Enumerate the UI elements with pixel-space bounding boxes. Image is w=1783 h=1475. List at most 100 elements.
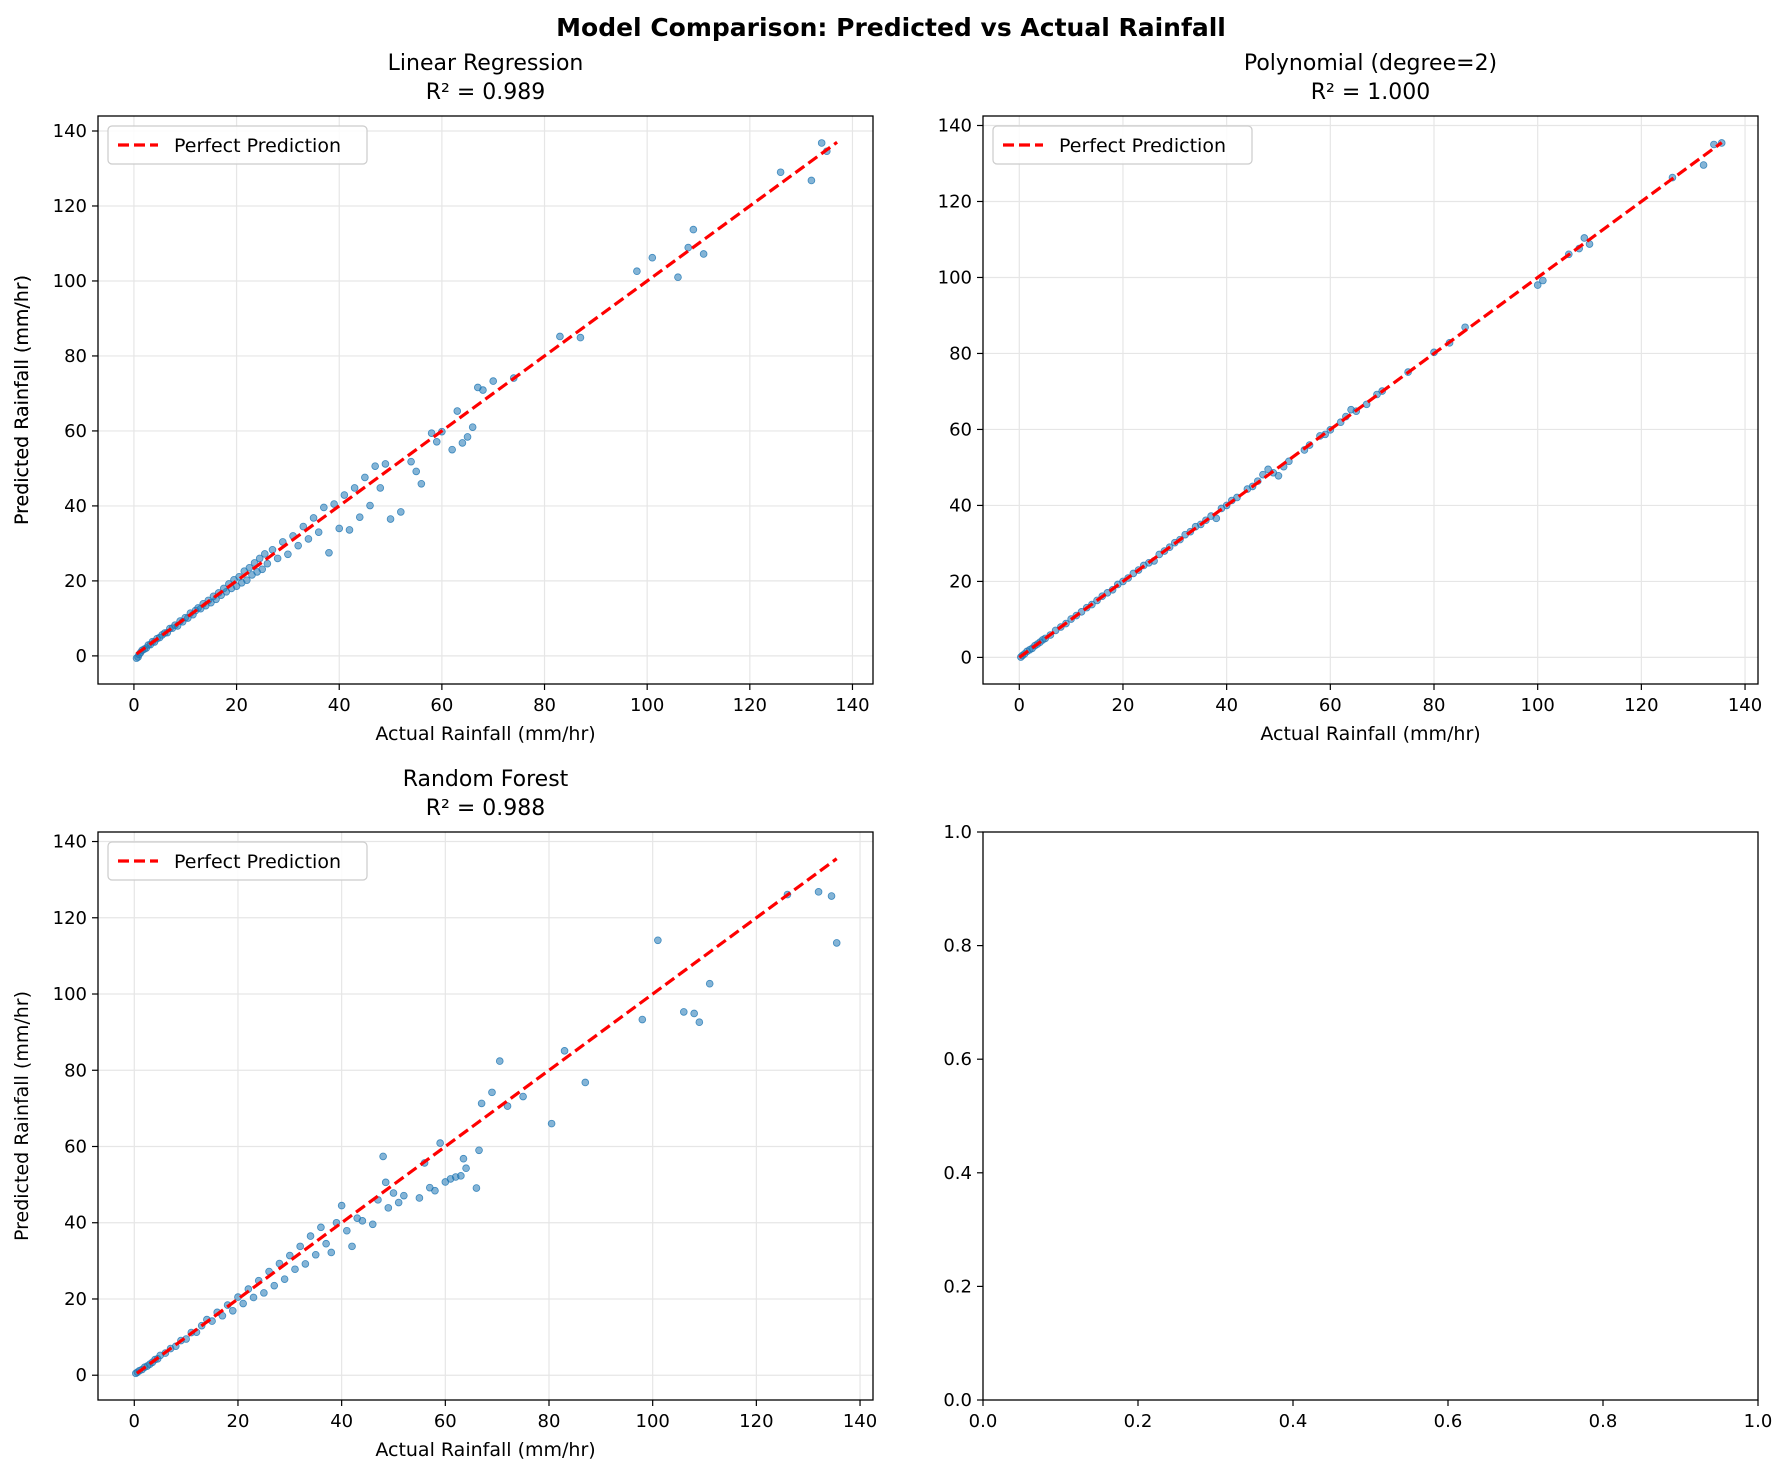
data-point <box>436 1139 444 1147</box>
x-tick-label: 120 <box>733 695 767 716</box>
data-point <box>556 332 564 341</box>
y-tick-label: 0.0 <box>943 1390 972 1411</box>
data-point <box>299 522 308 531</box>
data-point <box>776 168 785 177</box>
data-point <box>294 541 302 550</box>
x-tick-label: 0.4 <box>1279 1411 1308 1432</box>
data-point <box>463 433 472 441</box>
y-tick-label: 60 <box>64 421 87 442</box>
data-point <box>674 273 682 282</box>
data-point <box>371 462 379 470</box>
y-tick-label: 0 <box>76 1365 87 1386</box>
data-point <box>384 1204 393 1212</box>
data-point <box>431 1186 439 1195</box>
plot-area <box>132 857 841 1378</box>
data-point <box>495 1057 504 1065</box>
data-point <box>322 1239 330 1248</box>
perfect-prediction-line <box>135 857 838 1375</box>
data-point <box>239 1299 247 1308</box>
x-tick-label: 0.8 <box>1589 1411 1618 1432</box>
data-point <box>488 1088 496 1097</box>
data-point <box>291 1265 299 1274</box>
subplot-title: Random Forest <box>403 767 569 792</box>
data-point <box>337 1201 346 1210</box>
x-tick-label: 60 <box>1319 695 1342 716</box>
x-tick-label: 40 <box>330 1411 353 1432</box>
subplot-3: 0 20 40 60 80 100 120 140 0 20 40 60 80 100 120 140 Rand… <box>11 767 877 1461</box>
data-point <box>814 888 823 896</box>
y-tick-label: 40 <box>64 1213 87 1234</box>
x-tick-label: 60 <box>434 1411 457 1432</box>
data-point <box>1580 234 1589 242</box>
data-point <box>261 550 269 558</box>
subplot-title: Polynomial (degree=2) <box>1244 51 1497 76</box>
y-tick-label: 120 <box>53 908 87 929</box>
data-point <box>263 559 272 568</box>
data-point <box>325 548 333 557</box>
x-tick-label: 0 <box>129 1411 140 1432</box>
data-point <box>243 576 251 584</box>
data-point <box>296 1242 304 1251</box>
y-tick-label: 0.8 <box>943 936 972 957</box>
data-point <box>394 1198 403 1207</box>
data-point <box>448 445 456 454</box>
y-axis-label: Predicted Rainfall (mm/hr) <box>11 991 33 1241</box>
x-tick-label: 80 <box>1423 695 1446 716</box>
subplot-r2: R² = 1.000 <box>1311 80 1431 105</box>
x-tick-label: 0 <box>128 695 139 716</box>
y-tick-label: 100 <box>53 984 87 1005</box>
data-point <box>317 1223 325 1232</box>
y-tick-label: 40 <box>949 495 972 516</box>
data-point <box>1274 471 1283 480</box>
data-point <box>330 500 338 508</box>
y-tick-label: 0 <box>76 646 87 667</box>
data-point <box>1710 140 1718 149</box>
data-point <box>268 545 277 554</box>
plot-area <box>132 139 839 662</box>
y-tick-label: 120 <box>938 191 972 212</box>
data-point <box>343 1226 351 1235</box>
x-tick-label: 60 <box>430 695 453 716</box>
data-point <box>320 503 328 512</box>
data-point <box>415 1194 424 1202</box>
x-axis-label: Actual Rainfall (mm/hr) <box>375 723 595 745</box>
legend-box <box>992 125 1253 165</box>
x-tick-label: 120 <box>1624 695 1658 716</box>
y-tick-label: 0.4 <box>943 1163 972 1184</box>
x-tick-label: 1.0 <box>1744 1411 1773 1432</box>
data-point <box>361 473 369 482</box>
legend: Perfect Prediction <box>992 125 1253 165</box>
y-tick-label: 140 <box>53 832 87 853</box>
data-point <box>286 1251 294 1260</box>
data-point <box>379 1152 387 1161</box>
axes-frame <box>97 115 874 685</box>
data-point <box>258 565 267 574</box>
data-point <box>472 1184 481 1192</box>
y-tick-label: 0 <box>961 647 972 668</box>
data-point <box>654 936 662 945</box>
data-point <box>581 1078 590 1087</box>
x-tick-label: 20 <box>225 695 248 716</box>
y-tick-label: 100 <box>938 267 972 288</box>
legend-label: Perfect Prediction <box>174 851 341 873</box>
subplot-r2: R² = 0.989 <box>426 80 546 105</box>
legend-box <box>107 841 368 881</box>
axes-frame <box>982 831 1759 1401</box>
x-tick-label: 100 <box>630 695 664 716</box>
plot-area <box>1017 139 1726 661</box>
data-point <box>284 550 292 559</box>
data-point <box>301 1260 310 1268</box>
data-point <box>560 1047 569 1055</box>
data-point <box>1264 465 1272 474</box>
data-point <box>270 1281 279 1290</box>
data-point <box>479 386 487 394</box>
data-point <box>376 484 385 492</box>
data-point <box>695 1018 704 1027</box>
x-tick-label: 100 <box>1521 695 1555 716</box>
perfect-prediction-line <box>1018 141 1723 659</box>
axes-frame <box>982 115 1759 685</box>
data-point <box>350 484 359 492</box>
legend-box <box>107 125 368 165</box>
data-point <box>381 1178 390 1187</box>
data-point <box>457 1172 465 1180</box>
